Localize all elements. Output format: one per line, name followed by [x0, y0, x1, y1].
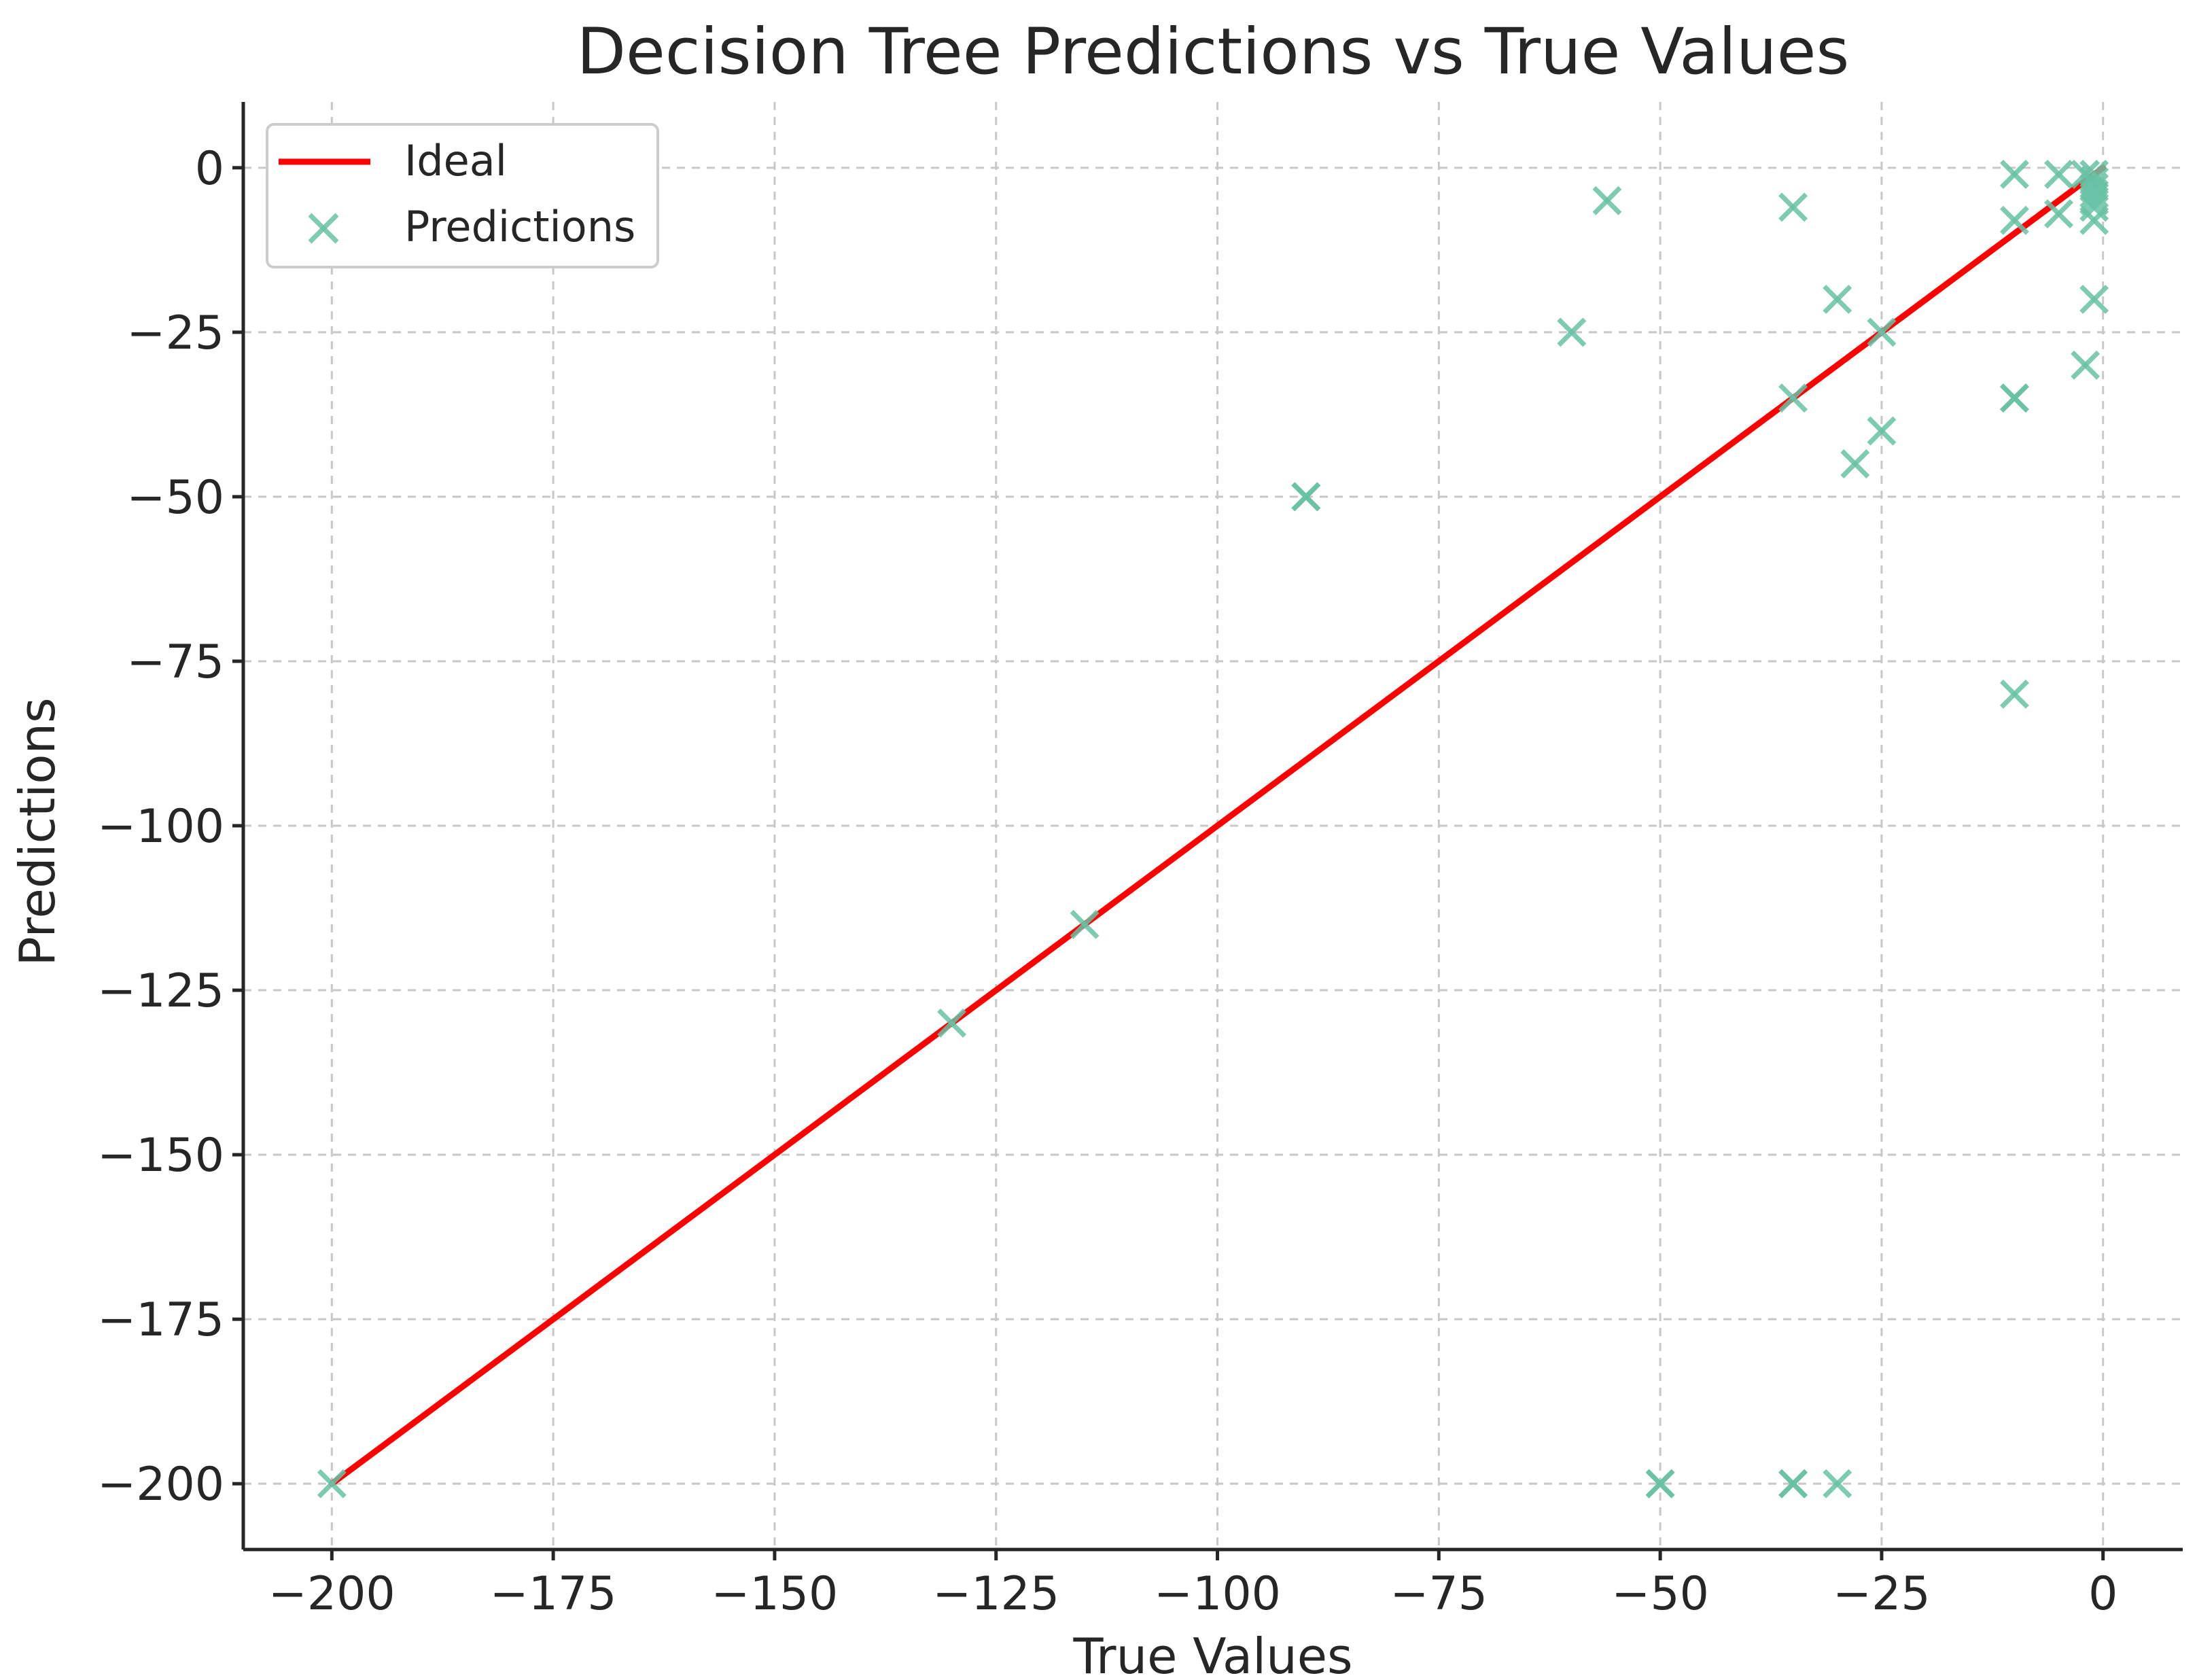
- prediction-point-stroke: [1999, 679, 2029, 709]
- prediction-point: [937, 1008, 967, 1038]
- prediction-point: [2079, 192, 2109, 222]
- prediction-point: [1867, 416, 1897, 446]
- x-tick-label: 0: [2088, 1567, 2117, 1621]
- prediction-point-stroke: [937, 1008, 967, 1038]
- x-tick-label: −125: [932, 1567, 1059, 1621]
- x-axis-ticks: −200 −175 −150 −125 −100 −75 −50 −25 0: [268, 1550, 2117, 1621]
- prediction-point-stroke: [1645, 1469, 1675, 1499]
- y-tick-label: −75: [126, 635, 224, 689]
- prediction-point-stroke: [1867, 416, 1897, 446]
- prediction-point-stroke: [317, 1469, 347, 1499]
- legend-ideal-label: Ideal: [404, 136, 507, 186]
- prediction-point: [1823, 1469, 1852, 1499]
- x-tick-label: −25: [1833, 1567, 1931, 1621]
- y-tick-label: −125: [97, 964, 224, 1018]
- chart-title: Decision Tree Predictions vs True Values: [577, 15, 1850, 89]
- y-tick-label: −150: [97, 1129, 224, 1183]
- ideal-line-layer: [328, 164, 2107, 1487]
- y-tick-label: −25: [126, 307, 224, 360]
- prediction-point-stroke: [2079, 192, 2109, 222]
- prediction-point-stroke: [1823, 1469, 1852, 1499]
- prediction-point: [1999, 679, 2029, 709]
- prediction-point-stroke: [1823, 284, 1852, 314]
- prediction-point-stroke: [1778, 192, 1808, 222]
- prediction-point: [1999, 160, 2029, 189]
- prediction-point: [1999, 205, 2029, 235]
- y-tick-label: −50: [126, 471, 224, 525]
- prediction-point: [1999, 383, 2029, 413]
- prediction-point: [2044, 160, 2074, 189]
- x-tick-label: −100: [1154, 1567, 1281, 1621]
- x-tick-label: −150: [711, 1567, 839, 1621]
- prediction-point-stroke: [1070, 909, 1100, 939]
- prediction-point-stroke: [2079, 179, 2109, 209]
- prediction-point-stroke: [2071, 350, 2101, 380]
- legend: Ideal Predictions: [266, 123, 659, 268]
- prediction-point: [1557, 317, 1587, 347]
- prediction-point-stroke: [2079, 205, 2109, 235]
- prediction-point: [1592, 186, 1622, 215]
- x-tick-label: −75: [1390, 1567, 1488, 1621]
- y-tick-label: −175: [97, 1293, 224, 1347]
- prediction-point: [2079, 179, 2109, 209]
- prediction-point: [1778, 192, 1808, 222]
- legend-predictions-label: Predictions: [404, 202, 635, 251]
- y-tick-label: 0: [195, 142, 224, 196]
- grid-lines: [243, 102, 2183, 1550]
- prediction-point-stroke: [2044, 160, 2074, 189]
- prediction-point: [1823, 284, 1852, 314]
- prediction-point: [317, 1469, 347, 1499]
- y-tick-label: −200: [97, 1458, 224, 1511]
- prediction-point-stroke: [1778, 383, 1808, 413]
- prediction-point-stroke: [1778, 1469, 1808, 1499]
- prediction-point: [1840, 449, 1870, 478]
- prediction-point: [1645, 1469, 1675, 1499]
- x-tick-label: −200: [268, 1567, 396, 1621]
- prediction-point-stroke: [2079, 284, 2109, 314]
- prediction-point: [1070, 909, 1100, 939]
- y-axis-label: Predictions: [9, 697, 66, 966]
- y-axis-ticks: 0 −25 −50 −75 −100 −125 −150 −175 −200: [97, 142, 243, 1511]
- prediction-point: [1778, 1469, 1808, 1499]
- prediction-point-stroke: [1557, 317, 1587, 347]
- prediction-point-stroke: [1999, 160, 2029, 189]
- prediction-point: [2044, 199, 2074, 229]
- prediction-point: [2079, 205, 2109, 235]
- prediction-point: [1778, 383, 1808, 413]
- prediction-point-stroke: [2044, 199, 2074, 229]
- prediction-point-stroke: [1291, 482, 1321, 512]
- prediction-point: [1291, 482, 1321, 512]
- prediction-points: [317, 160, 2109, 1499]
- prediction-point: [2079, 284, 2109, 314]
- x-tick-label: −175: [490, 1567, 617, 1621]
- prediction-point-stroke: [1867, 317, 1897, 347]
- ideal-line: [328, 164, 2107, 1487]
- prediction-point-stroke: [1840, 449, 1870, 478]
- x-axis-label: True Values: [1072, 1628, 1352, 1680]
- prediction-point-stroke: [1999, 205, 2029, 235]
- prediction-point: [1867, 317, 1897, 347]
- prediction-point: [2071, 350, 2101, 380]
- legend-predictions-swatch: [308, 213, 339, 244]
- x-tick-label: −50: [1611, 1567, 1709, 1621]
- prediction-point-stroke: [1999, 383, 2029, 413]
- y-tick-label: −100: [97, 800, 224, 854]
- prediction-point-stroke: [1592, 186, 1622, 215]
